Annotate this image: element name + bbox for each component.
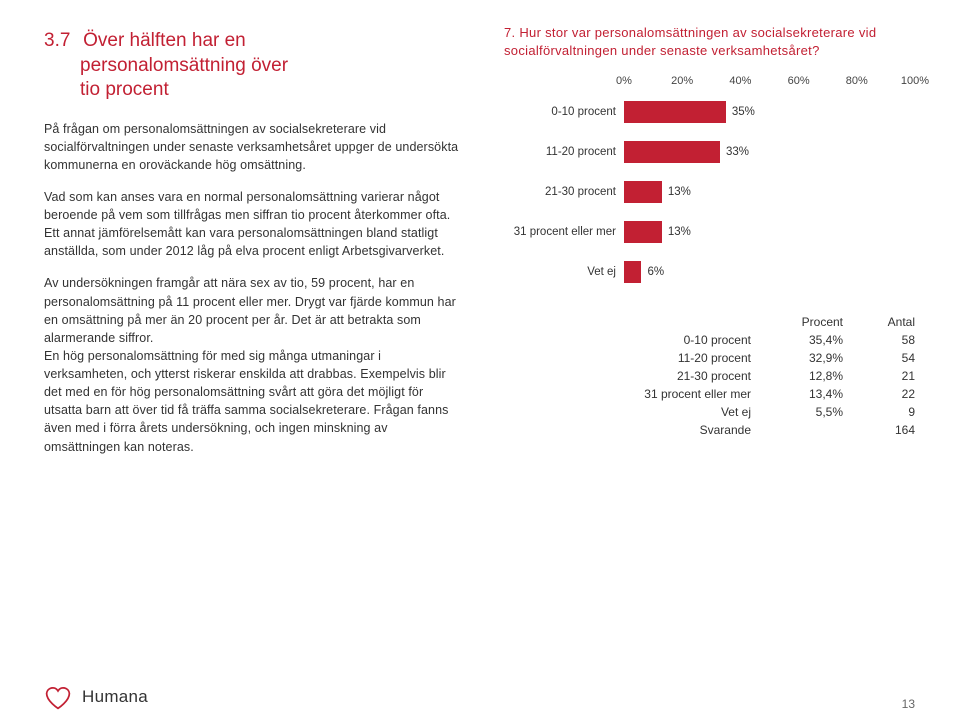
table-cell-label: 11-20 procent	[504, 351, 751, 365]
paragraph-1: På frågan om personalomsättningen av soc…	[44, 120, 464, 174]
section-heading: 3.7 Över hälften har en personalomsättni…	[44, 24, 464, 102]
table-cell-label: 0-10 procent	[504, 333, 751, 347]
table-cell-antal: 21	[871, 369, 915, 383]
table-cell-label: Vet ej	[504, 405, 751, 419]
footer-brand: Humana	[44, 683, 148, 711]
axis-tick: 60%	[788, 75, 810, 87]
chart-row-track: 13%	[624, 181, 915, 203]
chart-bar	[624, 101, 726, 123]
chart-bars: 0-10 procent 35% 11-20 procent 33% 21-30 pro…	[504, 101, 915, 283]
chart-title: 7. Hur stor var personalomsättningen av …	[504, 24, 915, 59]
left-column: 3.7 Över hälften har en personalomsättni…	[44, 24, 464, 470]
axis-tick: 20%	[671, 75, 693, 87]
table-header-procent: Procent	[779, 315, 843, 329]
heading-line2: personalomsättning över	[44, 54, 464, 78]
heart-icon	[44, 683, 72, 711]
table-cell-label: 21-30 procent	[504, 369, 751, 383]
table-row: 0-10 procent 35,4% 58	[504, 331, 915, 349]
table-cell-procent	[779, 423, 843, 437]
table-header-antal: Antal	[871, 315, 915, 329]
chart-bar-value: 33%	[720, 141, 749, 163]
table-row: Vet ej 5,5% 9	[504, 403, 915, 421]
chart-row-label: 31 procent eller mer	[504, 226, 624, 238]
table-cell-procent: 12,8%	[779, 369, 843, 383]
chart-row: 21-30 procent 13%	[504, 181, 915, 203]
columns: 3.7 Över hälften har en personalomsättni…	[44, 24, 915, 470]
chart-bar-value: 6%	[641, 261, 664, 283]
table-cell-antal: 54	[871, 351, 915, 365]
chart-bar	[624, 221, 662, 243]
table-header: Procent Antal	[504, 313, 915, 331]
table-row: 31 procent eller mer 13,4% 22	[504, 385, 915, 403]
chart-row-label: 21-30 procent	[504, 186, 624, 198]
table-cell-antal: 164	[871, 423, 915, 437]
table-cell-procent: 32,9%	[779, 351, 843, 365]
chart-bar-value: 13%	[662, 221, 691, 243]
paragraph-2: Vad som kan anses vara en normal persona…	[44, 188, 464, 261]
table-row: 21-30 procent 12,8% 21	[504, 367, 915, 385]
chart-bar	[624, 261, 641, 283]
chart-row: Vet ej 6%	[504, 261, 915, 283]
axis-tick: 100%	[901, 75, 929, 87]
chart-row-label: 0-10 procent	[504, 106, 624, 118]
heading-number: 3.7	[44, 30, 70, 51]
axis-tick: 0%	[616, 75, 632, 87]
chart-row-label: Vet ej	[504, 266, 624, 278]
chart-bar	[624, 181, 662, 203]
axis-tick: 40%	[729, 75, 751, 87]
table-cell-label: 31 procent eller mer	[504, 387, 751, 401]
chart-row: 11-20 procent 33%	[504, 141, 915, 163]
right-column: 7. Hur stor var personalomsättningen av …	[504, 24, 915, 470]
axis-tick: 80%	[846, 75, 868, 87]
chart-bar-value: 35%	[726, 101, 755, 123]
chart-row-track: 33%	[624, 141, 915, 163]
table-row: 11-20 procent 32,9% 54	[504, 349, 915, 367]
chart-row: 0-10 procent 35%	[504, 101, 915, 123]
chart-row-track: 6%	[624, 261, 915, 283]
chart-row-track: 13%	[624, 221, 915, 243]
data-table: Procent Antal 0-10 procent 35,4% 58 11-20 p…	[504, 313, 915, 439]
chart-bar	[624, 141, 720, 163]
chart-bar-value: 13%	[662, 181, 691, 203]
page: 3.7 Över hälften har en personalomsättni…	[0, 0, 959, 727]
table-cell-procent: 5,5%	[779, 405, 843, 419]
table-cell-label: Svarande	[504, 423, 751, 437]
table-row: Svarande 164	[504, 421, 915, 439]
table-cell-antal: 9	[871, 405, 915, 419]
paragraph-3: Av undersökningen framgår att nära sex a…	[44, 274, 464, 455]
chart-row-label: 11-20 procent	[504, 146, 624, 158]
page-number: 13	[902, 697, 915, 711]
table-cell-antal: 22	[871, 387, 915, 401]
heading-line1: Över hälften har en	[83, 30, 246, 51]
table-cell-procent: 13,4%	[779, 387, 843, 401]
chart-x-axis: 0% 20% 40% 60% 80% 100%	[624, 75, 915, 91]
brand-name: Humana	[82, 687, 148, 707]
table-cell-antal: 58	[871, 333, 915, 347]
chart-row-track: 35%	[624, 101, 915, 123]
chart-row: 31 procent eller mer 13%	[504, 221, 915, 243]
table-cell-procent: 35,4%	[779, 333, 843, 347]
heading-line3: tio procent	[44, 78, 464, 102]
